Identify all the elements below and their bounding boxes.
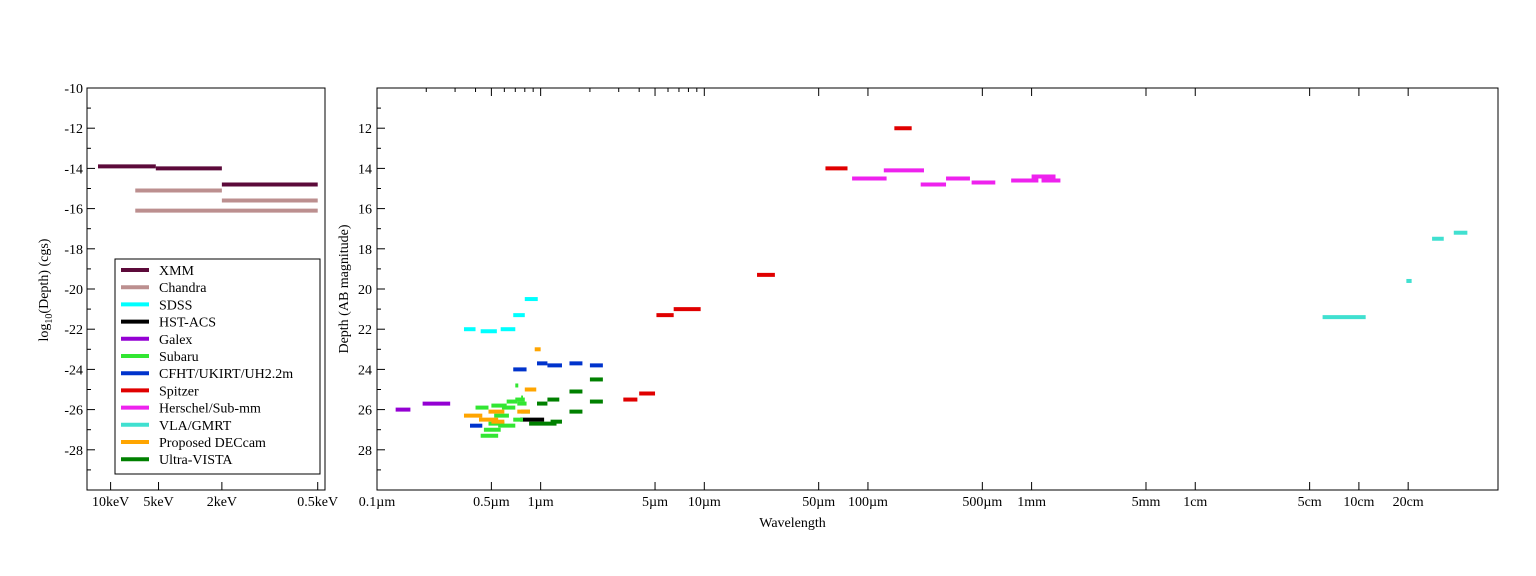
y-tick-label: -16 — [64, 203, 83, 218]
x-tick-label: 20cm — [1393, 495, 1424, 510]
x-tick-label: 100µm — [848, 495, 888, 510]
legend-label-herschel-sub-mm: Herschel/Sub-mm — [159, 402, 261, 417]
x-tick-label: 50µm — [802, 495, 835, 510]
y-axis-label: Depth (AB magnitude) — [337, 224, 352, 353]
y-tick-label: 12 — [358, 122, 372, 137]
legend: XMM Chandra SDSS HST-ACS Galex Subaru CFHT/UKI… — [114, 258, 321, 475]
legend-label-xmm: XMM — [159, 264, 195, 279]
x-tick-label: 0.5keV — [297, 495, 338, 510]
legend-label-ultra-vista: Ultra-VISTA — [159, 453, 233, 468]
wavelength-panel: 12 14 16 18 20 22 24 26 28 0.1µm 0.5µm 1µm 5µm 10µm 50… — [337, 87, 1499, 531]
y-tick-label: 18 — [358, 243, 372, 258]
y-tick-label: -18 — [64, 243, 83, 258]
y-tick-label: 26 — [358, 404, 372, 419]
x-tick-label: 1µm — [528, 495, 554, 510]
x-tick-label: 0.5µm — [473, 495, 510, 510]
x-tick-label: 0.1µm — [359, 495, 396, 510]
legend-label-chandra: Chandra — [159, 281, 207, 296]
y-tick-label: -24 — [64, 363, 83, 378]
legend-label-cfht-ukirt-uh2-2m: CFHT/UKIRT/UH2.2m — [159, 367, 293, 382]
x-tick-label: 5cm — [1298, 495, 1322, 510]
x-tick-label: 5mm — [1132, 495, 1161, 510]
x-tick-label: 10cm — [1343, 495, 1374, 510]
y-tick-label: -10 — [64, 82, 83, 97]
y-tick-label: 14 — [358, 162, 372, 177]
y-tick-label: -22 — [64, 323, 83, 338]
y-tick-label: 24 — [358, 363, 372, 378]
legend-box — [114, 258, 321, 475]
y-tick-label: -20 — [64, 283, 83, 298]
y-axis-label: log10(Depth) (cgs) — [37, 238, 55, 341]
y-tick-label: -14 — [64, 162, 83, 177]
y-tick-label: 22 — [358, 323, 372, 338]
legend-label-galex: Galex — [159, 333, 192, 348]
x-axis-label: Wavelength — [759, 516, 826, 531]
x-tick-label: 5keV — [143, 495, 173, 510]
xray-panel: -10 -12 -14 -16 -18 -20 -22 -24 -26 -28 10keV 5keV 2… — [37, 82, 338, 510]
y-tick-label: 20 — [358, 283, 372, 298]
legend-label-subaru: Subaru — [159, 350, 199, 365]
wavelength-plot-frame — [376, 87, 1499, 491]
x-tick-label: 1mm — [1017, 495, 1046, 510]
legend-label-spitzer: Spitzer — [159, 384, 199, 399]
y-tick-label: 28 — [358, 444, 372, 459]
y-tick-label: -26 — [64, 404, 83, 419]
legend-label-proposed-deccam: Proposed DECcam — [159, 436, 266, 451]
x-tick-label: 10keV — [92, 495, 129, 510]
x-tick-label: 5µm — [642, 495, 668, 510]
legend-label-vla-gmrt: VLA/GMRT — [159, 419, 232, 434]
x-tick-label: 10µm — [688, 495, 721, 510]
legend-label-hst-acs: HST-ACS — [159, 316, 216, 331]
y-tick-label: 16 — [358, 203, 372, 218]
y-tick-label: -12 — [64, 122, 83, 137]
legend-label-sdss: SDSS — [159, 298, 192, 313]
y-tick-label: -28 — [64, 444, 83, 459]
x-tick-label: 1cm — [1183, 495, 1207, 510]
x-tick-label: 500µm — [962, 495, 1002, 510]
x-tick-label: 2keV — [207, 495, 237, 510]
